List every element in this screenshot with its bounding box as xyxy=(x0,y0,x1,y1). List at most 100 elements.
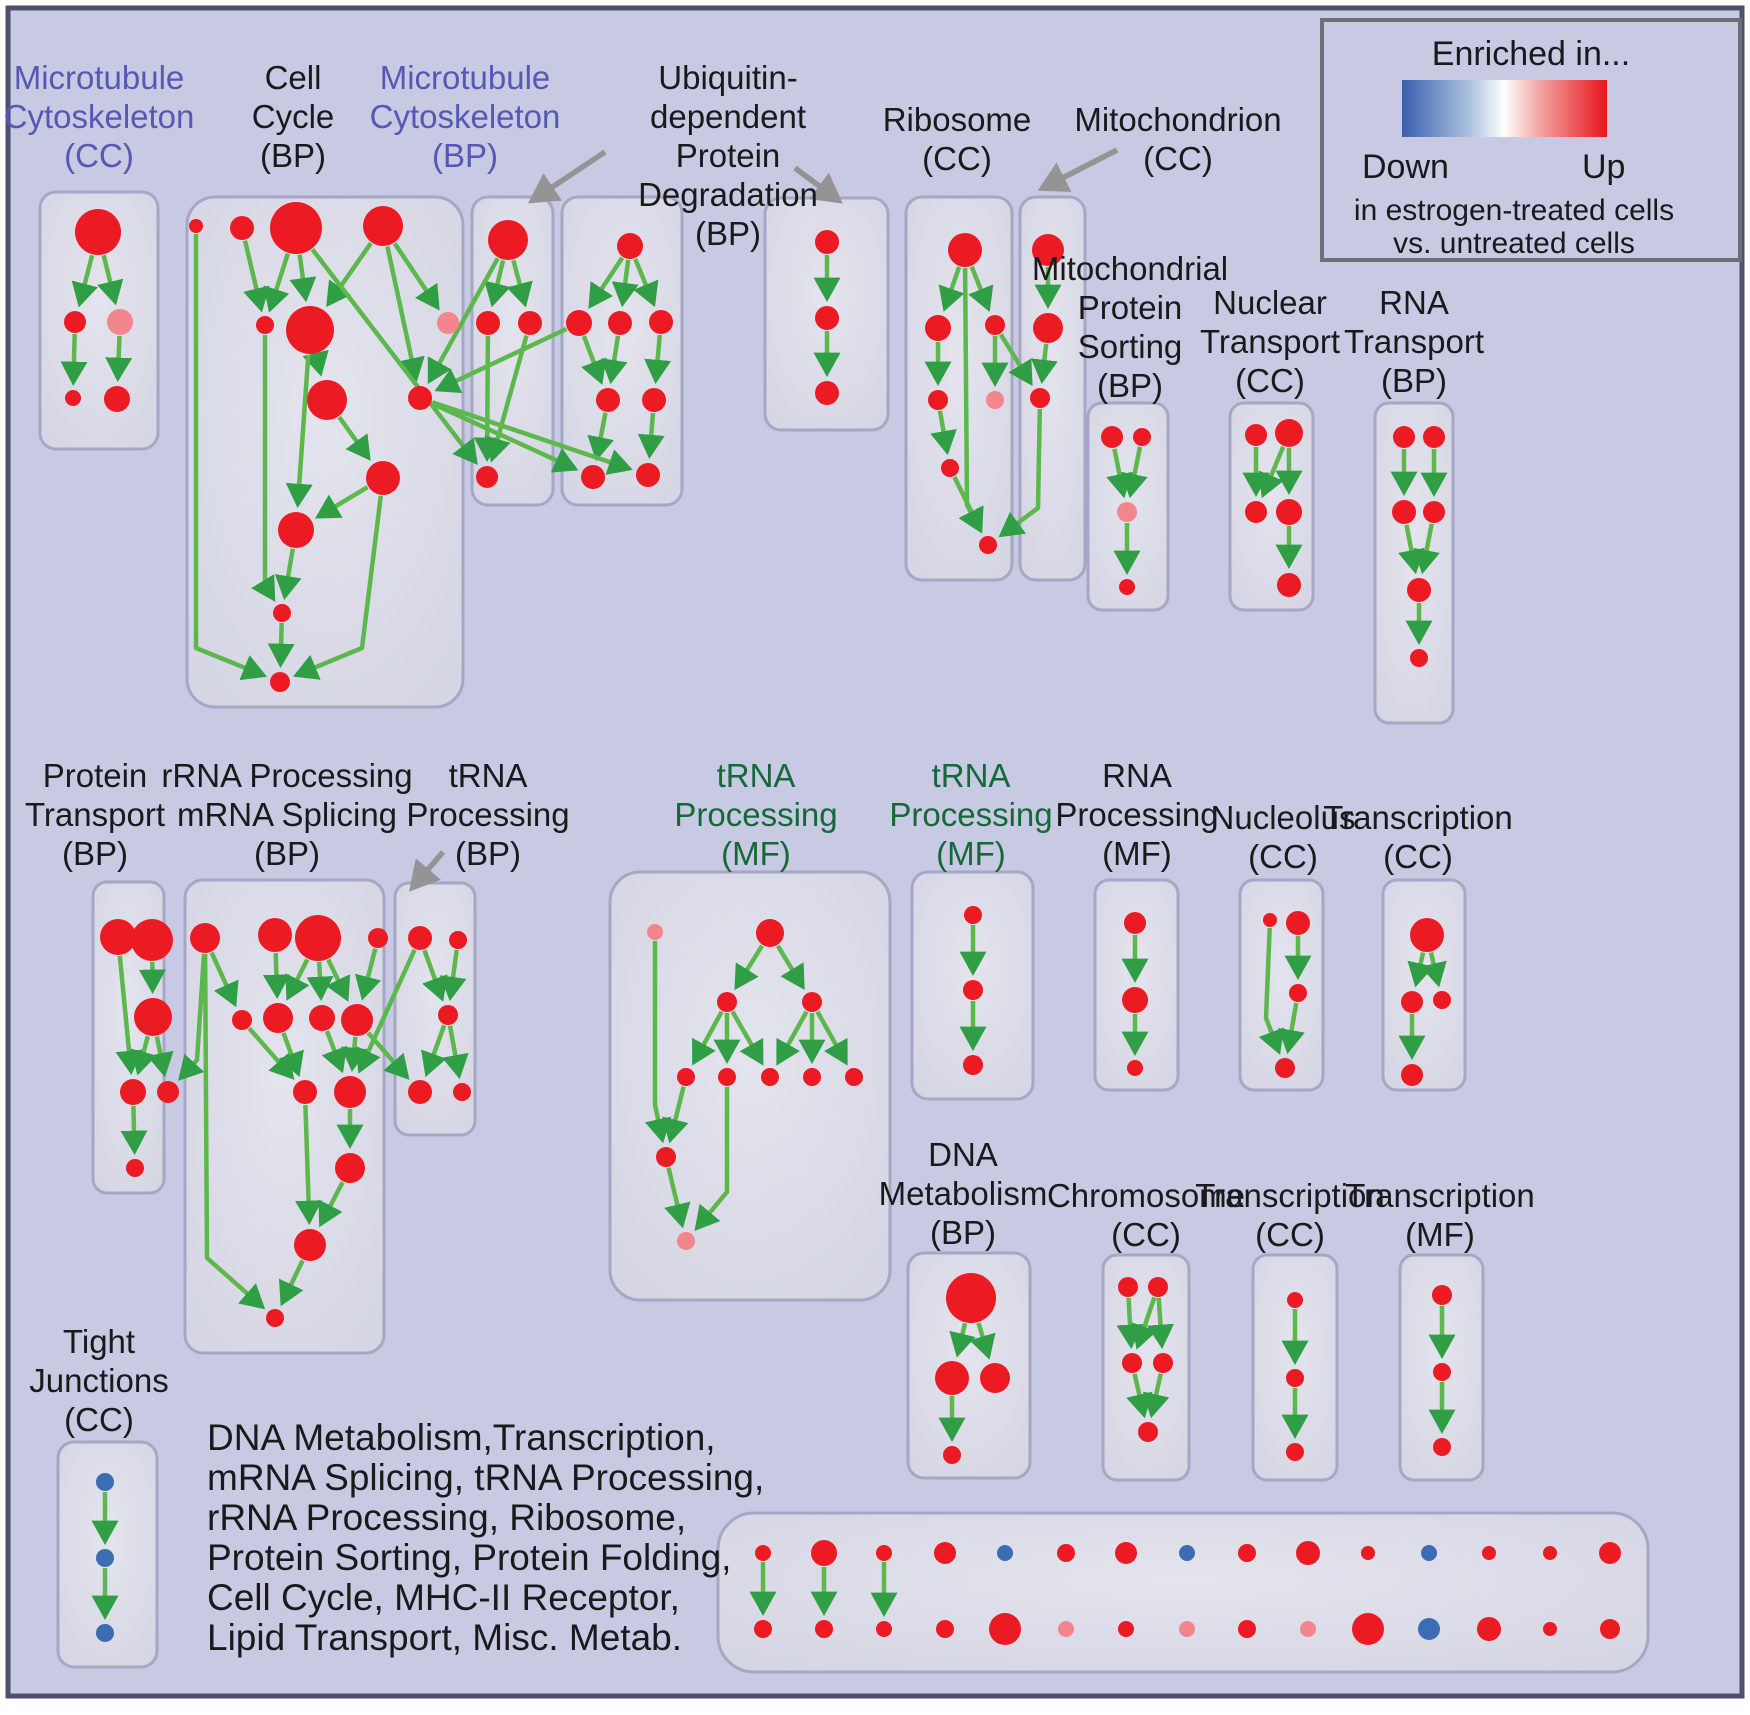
tj-node-j1 xyxy=(96,1473,114,1491)
label-dna-metabolism: DNA Metabolism (BP) xyxy=(878,1136,1048,1251)
rtr-node-q6 xyxy=(1410,649,1428,667)
tmf1-node-f3 xyxy=(717,992,737,1012)
label-ubiquitin: Ubiquitin- dependent Protein Degradation… xyxy=(638,59,818,252)
cluster-box-tmf1 xyxy=(608,870,892,1302)
label-trna-bp: tRNA Processing (BP) xyxy=(406,757,570,872)
edge-arrow xyxy=(337,415,371,461)
edge-arrow xyxy=(193,234,267,681)
mcc-node-m3 xyxy=(107,309,133,335)
edge-arrow xyxy=(321,1030,347,1074)
tcc1-node-i4 xyxy=(1401,1064,1423,1086)
bottom-top-node-12 xyxy=(1421,1545,1437,1561)
bottom-bottom-node-8 xyxy=(1179,1621,1195,1637)
edge-arrow xyxy=(130,1035,157,1076)
cc-node-c5 xyxy=(256,316,274,334)
edge-arrow xyxy=(611,259,639,308)
edge-arrow xyxy=(326,241,373,308)
cc-node-c12 xyxy=(273,604,291,622)
label-trna-mf-2: tRNA Processing (MF) xyxy=(889,757,1053,872)
label-nuclear-transport: Nuclear Transport (CC) xyxy=(1200,284,1340,399)
edge-arrow xyxy=(644,334,672,385)
edge-arrow xyxy=(115,955,143,1076)
edge-arrow xyxy=(730,1010,764,1066)
ubiq2-node-v3 xyxy=(815,381,839,405)
label-rna-processing-mf: RNA Processing (MF) xyxy=(1055,757,1219,872)
legend-title: Enriched in... xyxy=(1431,35,1631,73)
ubiq2-node-v1 xyxy=(815,230,839,254)
cc-node-c4 xyxy=(363,206,403,246)
edge-arrow xyxy=(1407,952,1434,988)
mps-node-p1 xyxy=(1101,426,1123,448)
rtr-node-q5 xyxy=(1407,578,1431,602)
edge-arrow xyxy=(1126,1373,1153,1419)
edge-arrow xyxy=(664,1167,691,1229)
ubiq2-node-v2 xyxy=(815,306,839,330)
edge-arrow xyxy=(310,248,478,466)
ntr-node-n2 xyxy=(1275,419,1303,447)
mbp-node-b4 xyxy=(476,466,498,488)
legend-subtitle-line2: vs. untreated cells xyxy=(1393,227,1635,260)
rrna-node-rr1 xyxy=(190,923,220,953)
rtr-node-q4 xyxy=(1423,501,1445,523)
nucl-node-h1 xyxy=(1263,913,1277,927)
mcc-node-m1 xyxy=(75,209,121,255)
rnap-node-g2 xyxy=(1122,987,1148,1013)
edge-arrow xyxy=(434,326,568,393)
bottom-bottom-node-9 xyxy=(1238,1620,1256,1638)
label-pointer-arrow xyxy=(1037,147,1119,192)
edge-arrow xyxy=(815,1010,848,1066)
bottom-bottom-node-6 xyxy=(1058,1621,1074,1637)
bottom-top-node-15 xyxy=(1599,1542,1621,1564)
tmf1-node-f6 xyxy=(718,1068,736,1086)
dnam-node-d4 xyxy=(943,1446,961,1464)
cc-node-c7 xyxy=(307,380,347,420)
edge-arrow xyxy=(105,335,133,382)
bottom-top-node-6 xyxy=(1057,1544,1075,1562)
label-microtubule-bp: Microtubule Cytoskeleton (BP) xyxy=(369,59,561,174)
edge-arrow xyxy=(209,951,239,1008)
label-pointer-arrow xyxy=(527,149,607,204)
nucl-node-h2 xyxy=(1286,911,1310,935)
label-mitochondrion: Mitochondrion (CC) xyxy=(1074,101,1282,177)
cluster-box-chrom xyxy=(1101,1253,1191,1482)
edge-arrow xyxy=(775,944,805,991)
tmf1-node-f4 xyxy=(802,992,822,1012)
edge-arrow xyxy=(637,412,665,460)
tcc1-node-i1 xyxy=(1410,918,1444,952)
tmf-node-x3 xyxy=(1433,1438,1451,1456)
edge-arrow xyxy=(293,495,384,680)
legend-gradient-bar xyxy=(1402,80,1607,137)
cc-node-c1 xyxy=(189,219,203,233)
edge-arrow xyxy=(998,408,1043,538)
bottom-bottom-node-3 xyxy=(876,1621,892,1637)
dnam-node-d3 xyxy=(980,1363,1010,1393)
edge-arrow xyxy=(285,354,313,509)
legend-up-label: Up xyxy=(1582,148,1626,186)
edge-arrow xyxy=(366,1031,410,1080)
mps-node-p3 xyxy=(1117,502,1137,522)
bottom-bottom-node-10 xyxy=(1300,1621,1316,1637)
cc-node-c10 xyxy=(366,461,400,495)
edge-arrow xyxy=(120,1105,148,1155)
rrna-node-rr4 xyxy=(368,928,388,948)
ubiq-node-u8 xyxy=(636,463,660,487)
tbp-node-tb2 xyxy=(449,931,467,949)
edge-arrow xyxy=(473,335,501,462)
edge-arrow xyxy=(1258,927,1285,1055)
rrna-node-rr8 xyxy=(341,1004,373,1036)
ntr-node-n5 xyxy=(1277,573,1301,597)
label-tight-junctions: Tight Junctions (CC) xyxy=(29,1323,169,1438)
mbp-node-b2 xyxy=(476,311,500,335)
cluster-box-mbp xyxy=(470,195,555,507)
bottom-bottom-node-4 xyxy=(936,1620,954,1638)
tmf1-node-f1 xyxy=(647,924,663,940)
mito-node-t1 xyxy=(1032,234,1064,266)
edge-arrow xyxy=(251,335,276,602)
cluster-box-cc xyxy=(185,195,465,709)
edge-arrow xyxy=(1413,523,1440,575)
label-cell-cycle: Cell Cycle (BP) xyxy=(251,59,335,174)
rrna-node-rr3 xyxy=(295,915,341,961)
edge-arrow xyxy=(427,257,500,385)
cluster-box-bottom-panel xyxy=(716,1511,1650,1674)
rrna-node-rr2 xyxy=(258,918,292,952)
